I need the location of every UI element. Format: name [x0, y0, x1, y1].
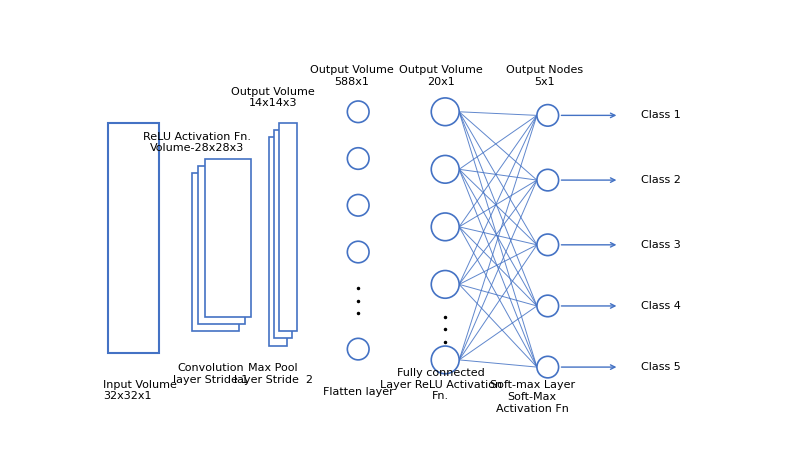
Text: Class 5: Class 5 [641, 362, 681, 372]
Text: Class 3: Class 3 [641, 240, 681, 250]
Bar [107, 122, 159, 353]
Ellipse shape [431, 213, 460, 241]
Text: ReLU Activation Fn.
Volume-28x28x3: ReLU Activation Fn. Volume-28x28x3 [143, 132, 250, 153]
Text: Output Volume
14x14x3: Output Volume 14x14x3 [231, 86, 315, 108]
Text: Convolution
layer Stride 1: Convolution layer Stride 1 [173, 363, 249, 385]
Ellipse shape [347, 101, 369, 122]
Bar [269, 137, 287, 346]
Ellipse shape [537, 234, 559, 255]
Ellipse shape [537, 170, 559, 191]
Text: Class 4: Class 4 [641, 301, 681, 311]
Ellipse shape [431, 98, 460, 126]
Ellipse shape [347, 338, 369, 360]
Text: Output Volume
588x1: Output Volume 588x1 [310, 65, 394, 86]
Ellipse shape [431, 270, 460, 298]
Bar [205, 158, 251, 317]
Ellipse shape [347, 148, 369, 170]
Ellipse shape [347, 194, 369, 216]
Text: Class 2: Class 2 [641, 175, 681, 185]
Text: Flatten layer: Flatten layer [323, 387, 394, 397]
Ellipse shape [431, 346, 460, 374]
Ellipse shape [537, 105, 559, 126]
Ellipse shape [431, 156, 460, 183]
Ellipse shape [537, 356, 559, 378]
Text: Output Volume
20x1: Output Volume 20x1 [399, 65, 483, 86]
Text: Output Nodes
5x1: Output Nodes 5x1 [506, 65, 583, 86]
Text: Soft-max Layer: Soft-max Layer [490, 380, 575, 390]
Text: Soft-Max
Activation Fn: Soft-Max Activation Fn [496, 392, 569, 414]
Text: Fully connected
Layer ReLU Activation
Fn.: Fully connected Layer ReLU Activation Fn… [380, 368, 502, 401]
Ellipse shape [537, 295, 559, 317]
Text: Class 1: Class 1 [641, 110, 681, 120]
Text: Input Volume
32x32x1: Input Volume 32x32x1 [103, 380, 177, 401]
Bar [279, 122, 297, 331]
Text: Max Pool
layer Stride  2: Max Pool layer Stride 2 [233, 363, 313, 385]
Bar [274, 130, 292, 338]
Bar [198, 166, 245, 324]
Ellipse shape [347, 241, 369, 263]
Bar [192, 173, 239, 331]
